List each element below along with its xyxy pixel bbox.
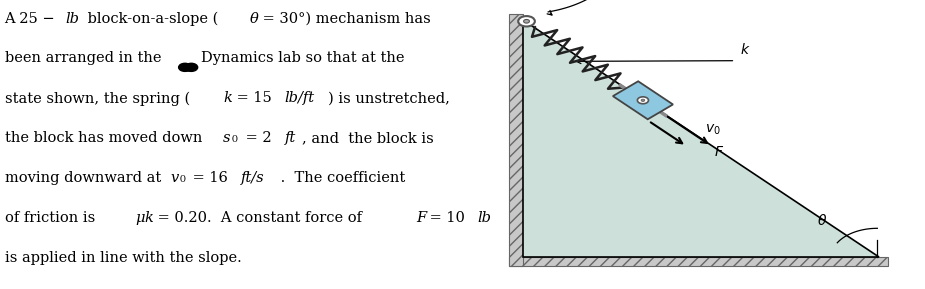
Text: ) is unstretched,: ) is unstretched, [328, 91, 450, 105]
Circle shape [185, 63, 198, 71]
Text: ₀: ₀ [232, 131, 238, 145]
Text: lb: lb [66, 12, 80, 25]
Text: = 15: = 15 [232, 91, 277, 105]
Circle shape [641, 99, 645, 101]
Text: state shown, the spring (: state shown, the spring ( [5, 91, 190, 106]
Text: F: F [415, 211, 426, 225]
Text: $F$: $F$ [714, 145, 724, 159]
Circle shape [518, 16, 535, 27]
Text: = 10: = 10 [425, 211, 469, 225]
Text: s: s [223, 131, 230, 145]
Text: $k$: $k$ [740, 42, 750, 57]
Text: moving downward at: moving downward at [5, 171, 166, 185]
Text: k: k [223, 91, 232, 105]
Text: = 0.20.  A constant force of: = 0.20. A constant force of [154, 211, 367, 225]
Text: A 25 −: A 25 − [5, 12, 60, 25]
Text: , and  the block is: , and the block is [302, 131, 434, 145]
Text: ₀: ₀ [179, 171, 185, 185]
Polygon shape [509, 14, 523, 266]
Text: = 16: = 16 [189, 171, 233, 185]
Text: μ: μ [136, 211, 145, 225]
Polygon shape [613, 81, 673, 119]
Text: of friction is: of friction is [5, 211, 99, 225]
Text: is applied in line with the slope.: is applied in line with the slope. [5, 251, 241, 265]
Circle shape [179, 63, 191, 71]
Circle shape [637, 97, 648, 104]
Text: the block has moved down: the block has moved down [5, 131, 206, 145]
Text: θ: θ [250, 12, 258, 25]
Text: = 2: = 2 [240, 131, 276, 145]
Text: $\theta$: $\theta$ [817, 213, 827, 228]
Polygon shape [523, 20, 879, 257]
Text: ft: ft [285, 131, 296, 145]
Circle shape [524, 19, 529, 23]
Text: $v_0$: $v_0$ [705, 123, 721, 138]
Text: = 30°) mechanism has: = 30°) mechanism has [258, 12, 431, 25]
Text: lb/ft: lb/ft [285, 91, 314, 105]
Text: k: k [144, 211, 154, 225]
Text: .  The coefficient: . The coefficient [276, 171, 405, 185]
Text: block-on-a-slope (: block-on-a-slope ( [83, 12, 218, 26]
Polygon shape [509, 257, 888, 266]
Text: ft/s: ft/s [240, 171, 265, 185]
Text: lb: lb [477, 211, 491, 225]
Text: v: v [171, 171, 179, 185]
Text: Dynamics lab so that at the: Dynamics lab so that at the [202, 51, 405, 65]
Circle shape [183, 64, 193, 71]
Text: been arranged in the: been arranged in the [5, 51, 161, 65]
